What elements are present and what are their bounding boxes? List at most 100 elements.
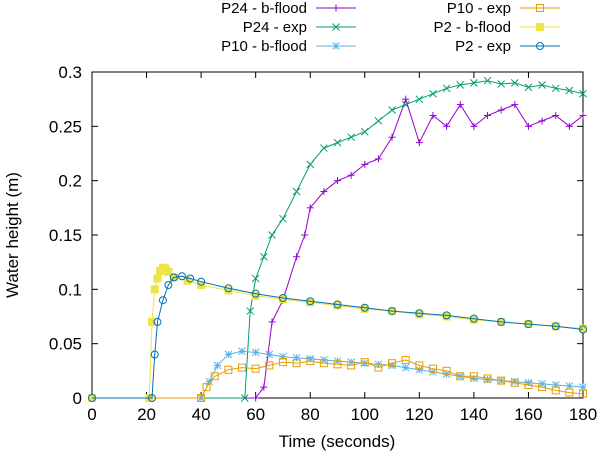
- data-point: [415, 361, 424, 370]
- data-point: [579, 325, 587, 334]
- data-point: [268, 231, 276, 239]
- data-point: [443, 122, 451, 130]
- data-point: [278, 294, 287, 303]
- series-layer: [88, 76, 587, 402]
- data-point: [456, 81, 465, 89]
- data-point: [153, 317, 162, 326]
- data-point: [347, 361, 356, 370]
- x-tick-label: 180: [569, 405, 597, 424]
- data-point: [360, 303, 369, 312]
- data-point: [565, 388, 574, 397]
- legend-marker: [332, 4, 340, 12]
- data-point: [333, 138, 342, 147]
- data-point: [579, 111, 587, 119]
- y-tick-label: 0.15: [49, 226, 82, 245]
- data-point: [551, 322, 560, 331]
- legend-item: P10 - exp: [447, 0, 560, 17]
- series-2: [88, 347, 587, 402]
- data-point: [251, 348, 260, 357]
- data-point: [213, 361, 222, 370]
- legend: P24 - b-flood P24 - exp P10 - b-flood P10 -…: [221, 0, 560, 55]
- data-point: [388, 307, 397, 316]
- x-tick-label: 120: [405, 405, 433, 424]
- data-point: [210, 372, 219, 381]
- data-point: [158, 296, 167, 305]
- data-point: [552, 111, 560, 119]
- data-point: [169, 273, 178, 282]
- data-point: [565, 86, 574, 95]
- legend-marker: [536, 42, 544, 50]
- legend-marker: [332, 23, 340, 31]
- data-point: [497, 106, 505, 114]
- data-point: [442, 84, 451, 93]
- legend-label: P2 - b-flood: [433, 19, 511, 36]
- series-line: [92, 80, 584, 399]
- y-tick-label: 0.25: [49, 117, 82, 136]
- data-point: [153, 274, 162, 283]
- data-point: [524, 320, 533, 329]
- data-point: [415, 95, 424, 104]
- data-point: [456, 101, 464, 109]
- data-point: [238, 363, 247, 372]
- data-point: [301, 231, 309, 239]
- data-point: [497, 80, 506, 88]
- legend-item: P2 - exp: [455, 38, 560, 55]
- data-point: [470, 122, 478, 130]
- data-point: [279, 214, 287, 223]
- data-point: [252, 394, 260, 402]
- data-point: [268, 318, 276, 326]
- legend-label: P24 - b-flood: [221, 0, 307, 17]
- data-point: [374, 117, 383, 125]
- x-tick-label: 80: [301, 405, 320, 424]
- data-point: [456, 372, 465, 381]
- data-point: [251, 364, 260, 373]
- y-tick-label: 0.2: [58, 172, 82, 191]
- x-axis-title: Time (seconds): [279, 432, 396, 451]
- data-point: [402, 95, 410, 103]
- data-point: [415, 309, 424, 318]
- series-line: [92, 275, 584, 399]
- data-point: [292, 359, 301, 368]
- data-point: [374, 363, 383, 372]
- x-tick-label: 140: [460, 405, 488, 424]
- data-point: [469, 372, 478, 381]
- data-point: [164, 267, 173, 276]
- legend-label: P24 - exp: [243, 19, 307, 36]
- data-point: [511, 101, 519, 109]
- data-point: [579, 389, 587, 398]
- data-point: [360, 358, 369, 367]
- x-tick-label: 160: [514, 405, 542, 424]
- y-axis-title: Water height (m): [3, 172, 22, 298]
- y-tick-label: 0.1: [58, 280, 82, 299]
- data-point: [470, 79, 478, 87]
- data-point: [238, 347, 246, 356]
- data-point: [579, 89, 587, 98]
- data-point: [388, 106, 396, 114]
- data-point: [164, 280, 173, 289]
- legend-item: P2 - b-flood: [433, 19, 560, 36]
- data-point: [415, 365, 424, 374]
- data-point: [251, 274, 260, 283]
- data-point: [524, 380, 533, 389]
- data-point: [401, 355, 410, 364]
- legend-marker: [536, 4, 544, 12]
- data-point: [484, 111, 492, 119]
- data-point: [551, 386, 560, 395]
- data-point: [148, 317, 157, 326]
- data-point: [497, 376, 506, 385]
- data-point: [374, 155, 382, 163]
- legend-item: P24 - exp: [243, 19, 356, 36]
- data-point: [259, 252, 268, 261]
- data-point: [538, 383, 547, 392]
- data-point: [292, 353, 301, 362]
- data-point: [442, 366, 451, 375]
- data-point: [186, 274, 195, 283]
- legend-item: P10 - b-flood: [221, 38, 356, 55]
- data-point: [278, 358, 287, 367]
- data-point: [347, 171, 355, 179]
- data-point: [320, 144, 328, 152]
- data-point: [246, 307, 255, 315]
- data-point: [538, 117, 546, 125]
- data-point: [306, 357, 315, 366]
- data-point: [265, 350, 274, 359]
